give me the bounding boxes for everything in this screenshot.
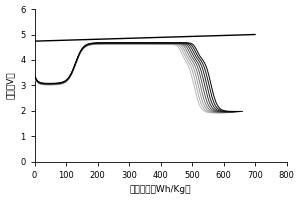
X-axis label: 能量密度（Wh/Kg）: 能量密度（Wh/Kg） bbox=[130, 185, 191, 194]
Y-axis label: 电压（V）: 电压（V） bbox=[6, 72, 15, 99]
